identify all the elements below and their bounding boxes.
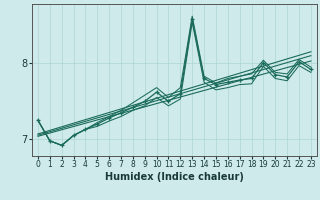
X-axis label: Humidex (Indice chaleur): Humidex (Indice chaleur) — [105, 172, 244, 182]
